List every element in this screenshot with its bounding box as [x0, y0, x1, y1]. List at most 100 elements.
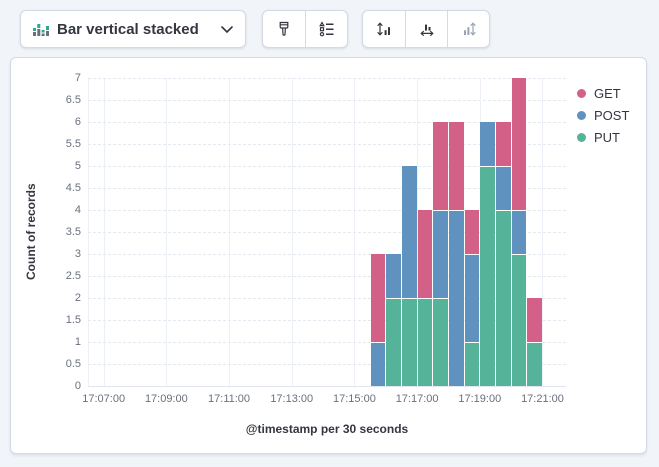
h-gridline	[88, 342, 566, 343]
y-tick-label: 2.5	[65, 270, 81, 282]
bar-segment-put[interactable]	[527, 342, 542, 386]
y-tick-label: 1.5	[65, 314, 81, 326]
y-tick-label: 7	[74, 72, 81, 84]
stacked-bar[interactable]	[511, 78, 527, 386]
x-tick-label: 17:09:00	[144, 393, 188, 405]
stacked-bar[interactable]	[495, 122, 511, 386]
legend-item-put[interactable]: PUT	[577, 126, 629, 148]
stacked-bar[interactable]	[386, 254, 401, 386]
legend-dot	[577, 132, 586, 142]
v-gridline	[291, 78, 293, 386]
x-tick-label: 17:13:00	[270, 393, 314, 405]
axis-bottom-icon	[419, 21, 435, 37]
stacked-bar[interactable]	[480, 122, 495, 386]
x-axis-line	[88, 386, 566, 387]
bar-segment-get[interactable]	[370, 254, 386, 342]
stacked-bar[interactable]	[433, 122, 448, 386]
h-gridline	[88, 232, 566, 233]
stacked-bar[interactable]	[417, 210, 433, 386]
bar-segment-get[interactable]	[527, 298, 542, 342]
axis-right-icon	[461, 21, 477, 37]
h-gridline	[88, 100, 566, 101]
bar-segment-put[interactable]	[433, 298, 448, 386]
x-tick-label: 17:19:00	[458, 393, 502, 405]
v-gridline	[354, 78, 356, 386]
chart-legend: GET POST PUT	[577, 82, 629, 148]
style-button-group	[262, 10, 348, 48]
bar-segment-post[interactable]	[511, 210, 527, 254]
h-gridline	[88, 166, 566, 167]
bar-segment-put[interactable]	[511, 254, 527, 386]
legend-label: PUT	[594, 129, 620, 145]
left-axis-button[interactable]	[363, 11, 405, 47]
legend-settings-button[interactable]	[305, 11, 347, 47]
h-gridline	[88, 298, 566, 299]
v-gridline	[103, 78, 105, 386]
chevron-down-icon	[221, 25, 233, 33]
bar-segment-get[interactable]	[448, 122, 464, 210]
h-gridline	[88, 144, 566, 145]
stacked-bar[interactable]	[464, 210, 480, 386]
bar-segment-post[interactable]	[370, 342, 386, 386]
x-tick-label: 17:17:00	[395, 393, 439, 405]
bar-segment-get[interactable]	[433, 122, 448, 210]
bar-segment-put[interactable]	[386, 298, 401, 386]
bar-segment-post[interactable]	[386, 254, 401, 298]
bar-segment-put[interactable]	[401, 298, 417, 386]
bar-segment-get[interactable]	[511, 78, 527, 210]
v-gridline	[166, 78, 168, 386]
bar-segment-get[interactable]	[417, 210, 433, 298]
legend-label: GET	[594, 85, 621, 101]
legend-item-get[interactable]: GET	[577, 82, 629, 104]
bar-segment-get[interactable]	[495, 122, 511, 166]
y-tick-label: 4	[74, 204, 81, 216]
bottom-axis-button[interactable]	[405, 11, 447, 47]
y-tick-label: 3.5	[65, 226, 81, 238]
legend-dot	[577, 88, 586, 98]
x-tick-label: 17:11:00	[208, 393, 251, 405]
y-tick-label: 1	[74, 336, 81, 348]
bar-segment-post[interactable]	[464, 254, 480, 342]
bar-segment-post[interactable]	[433, 210, 448, 298]
v-gridline	[229, 78, 231, 386]
h-gridline	[88, 210, 566, 211]
bar-segment-put[interactable]	[417, 298, 433, 386]
right-axis-button	[447, 11, 489, 47]
axis-left-icon	[376, 21, 392, 37]
h-gridline	[88, 320, 566, 321]
bar-segment-post[interactable]	[495, 166, 511, 210]
stacked-bar[interactable]	[448, 122, 464, 386]
axis-button-group	[362, 10, 490, 48]
y-tick-label: 6	[74, 116, 81, 128]
x-tick-label: 17:15:00	[333, 393, 376, 405]
y-tick-label: 4.5	[65, 182, 81, 194]
h-gridline	[88, 78, 566, 79]
chart-type-label: Bar vertical stacked	[57, 20, 199, 38]
chart-type-selector[interactable]: Bar vertical stacked	[20, 10, 246, 48]
y-tick-label: 0	[74, 380, 81, 392]
y-tick-label: 5.5	[65, 138, 81, 150]
bar-segment-put[interactable]	[464, 342, 480, 386]
paint-brush-icon	[276, 21, 292, 37]
legend-label: POST	[594, 107, 630, 123]
y-tick-label: 3	[74, 248, 81, 260]
stacked-bar[interactable]	[370, 254, 386, 386]
bar-segment-put[interactable]	[480, 166, 495, 386]
plot-area	[88, 78, 566, 387]
bar-segment-put[interactable]	[495, 210, 511, 386]
x-tick-label: 17:21:00	[521, 393, 564, 405]
x-tick-label: 17:07:00	[82, 393, 126, 405]
v-gridline	[542, 78, 544, 386]
h-gridline	[88, 122, 566, 123]
stacked-bar[interactable]	[527, 298, 542, 386]
chart-panel: Count of records @timestamp per 30 secon…	[10, 57, 647, 454]
bar-segment-post[interactable]	[480, 122, 495, 166]
bar-segment-get[interactable]	[464, 210, 480, 254]
stacked-bar[interactable]	[401, 166, 417, 386]
h-gridline	[88, 364, 566, 365]
bar-segment-post[interactable]	[448, 210, 464, 386]
h-gridline	[88, 188, 566, 189]
visual-options-button[interactable]	[263, 11, 305, 47]
bar-segment-post[interactable]	[401, 166, 417, 298]
legend-item-post[interactable]: POST	[577, 104, 629, 126]
